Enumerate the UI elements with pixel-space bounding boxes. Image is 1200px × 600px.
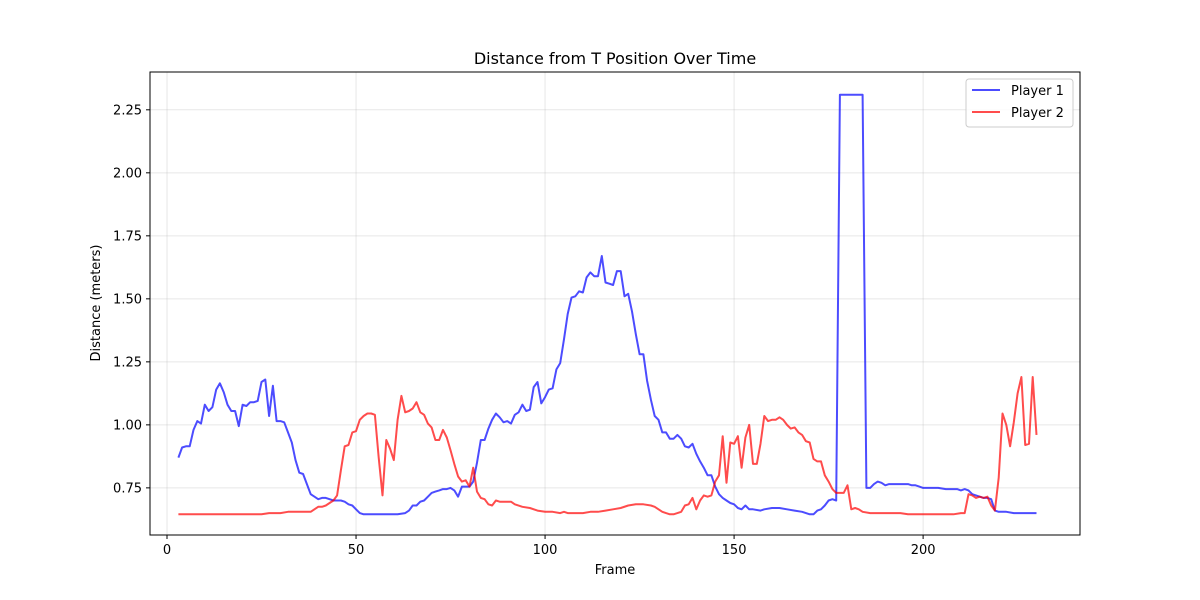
y-axis-ticks: 0.75 1.00 1.25 1.50 1.75 2.00 2.25	[113, 103, 150, 496]
legend: Player 1 Player 2	[965, 78, 1074, 128]
x-axis-label: Frame	[595, 563, 636, 578]
legend-label-player-1: Player 1	[1011, 84, 1064, 99]
y-tick-label: 0.75	[113, 481, 142, 496]
y-axis-label: Distance (meters)	[89, 245, 104, 362]
x-tick-label: 100	[533, 543, 558, 558]
y-tick-label: 2.00	[113, 166, 142, 181]
y-tick-label: 1.25	[113, 355, 142, 370]
series-line-player-2	[178, 376, 1038, 516]
y-tick-label: 1.75	[113, 229, 142, 244]
chart-title: Distance from T Position Over Time	[474, 49, 756, 68]
x-axis-ticks: 0 50 100 150 200	[163, 535, 936, 558]
x-tick-label: 200	[911, 543, 936, 558]
series-lines	[177, 93, 1038, 516]
legend-label-player-2: Player 2	[1011, 106, 1064, 121]
series-line-player-1	[177, 93, 1037, 516]
x-tick-label: 150	[722, 543, 747, 558]
plot-frame	[149, 71, 1081, 536]
y-tick-label: 1.50	[113, 292, 142, 307]
x-tick-label: 50	[348, 543, 365, 558]
y-tick-label: 1.00	[113, 418, 142, 433]
y-tick-label: 2.25	[113, 103, 142, 118]
grid	[150, 72, 1080, 535]
x-tick-label: 0	[163, 543, 171, 558]
